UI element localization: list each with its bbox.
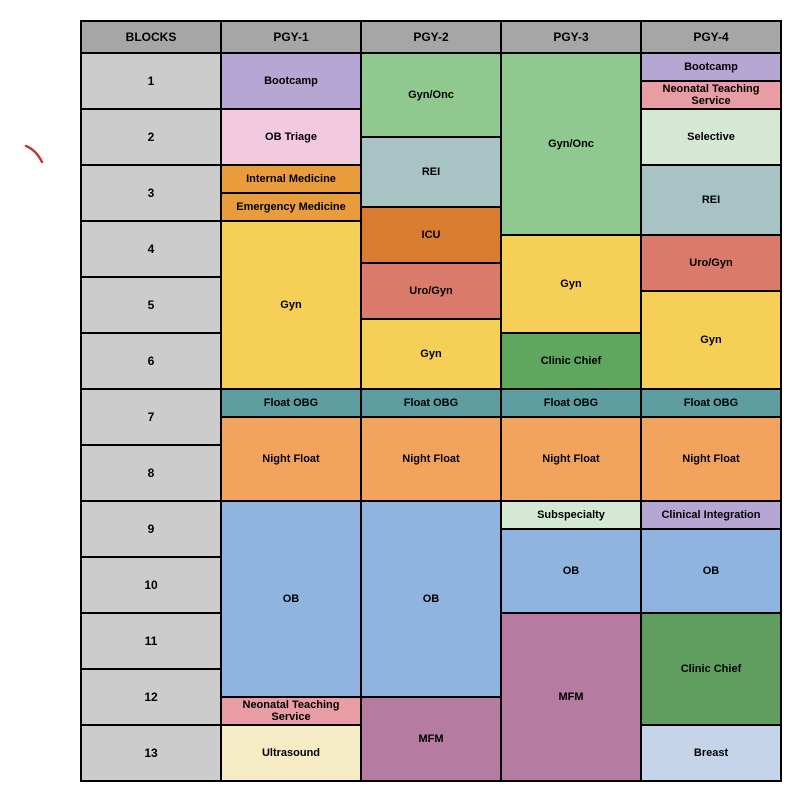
cell-ob-25: OB xyxy=(501,529,641,613)
block-label-8: 8 xyxy=(81,445,221,501)
cell-gyn-20: Gyn xyxy=(501,235,641,333)
cell-mfm-26: MFM xyxy=(501,613,641,781)
cell-uro-gyn-13: Uro/Gyn xyxy=(361,263,501,319)
cell-float-obg-15: Float OBG xyxy=(361,389,501,417)
cell-uro-gyn-31: Uro/Gyn xyxy=(641,235,781,291)
cell-clinic-chief-37: Clinic Chief xyxy=(641,613,781,725)
cell-neonatal-teaching-service-8: Neonatal Teaching Service xyxy=(221,697,361,725)
cell-float-obg-5: Float OBG xyxy=(221,389,361,417)
cell-rei-11: REI xyxy=(361,137,501,207)
cell-ob-triage-1: OB Triage xyxy=(221,109,361,165)
cell-gyn-onc-19: Gyn/Onc xyxy=(501,53,641,235)
cell-ultrasound-9: Ultrasound xyxy=(221,725,361,781)
block-label-7: 7 xyxy=(81,389,221,445)
header-pgy-3: PGY-3 xyxy=(501,21,641,53)
cell-breast-38: Breast xyxy=(641,725,781,781)
block-label-13: 13 xyxy=(81,725,221,781)
block-label-9: 9 xyxy=(81,501,221,557)
cell-bootcamp-0: Bootcamp xyxy=(221,53,361,109)
cell-night-float-6: Night Float xyxy=(221,417,361,501)
header-pgy-2: PGY-2 xyxy=(361,21,501,53)
block-label-4: 4 xyxy=(81,221,221,277)
cell-rei-30: REI xyxy=(641,165,781,235)
cell-night-float-16: Night Float xyxy=(361,417,501,501)
block-label-6: 6 xyxy=(81,333,221,389)
header-pgy-4: PGY-4 xyxy=(641,21,781,53)
schedule-table: BLOCKSPGY-1PGY-2PGY-3PGY-412345678910111… xyxy=(80,20,782,782)
cell-ob-36: OB xyxy=(641,529,781,613)
cell-gyn-4: Gyn xyxy=(221,221,361,389)
block-label-5: 5 xyxy=(81,277,221,333)
cell-emergency-medicine-3: Emergency Medicine xyxy=(221,193,361,221)
block-label-10: 10 xyxy=(81,557,221,613)
block-label-12: 12 xyxy=(81,669,221,725)
cell-internal-medicine-2: Internal Medicine xyxy=(221,165,361,193)
block-label-2: 2 xyxy=(81,109,221,165)
block-label-11: 11 xyxy=(81,613,221,669)
arrow-decoration xyxy=(20,20,80,175)
cell-gyn-onc-10: Gyn/Onc xyxy=(361,53,501,137)
cell-clinic-chief-21: Clinic Chief xyxy=(501,333,641,389)
cell-clinical-integration-35: Clinical Integration xyxy=(641,501,781,529)
cell-subspecialty-24: Subspecialty xyxy=(501,501,641,529)
cell-neonatal-teaching-service-28: Neonatal Teaching Service xyxy=(641,81,781,109)
cell-icu-12: ICU xyxy=(361,207,501,263)
cell-night-float-34: Night Float xyxy=(641,417,781,501)
cell-gyn-14: Gyn xyxy=(361,319,501,389)
block-label-3: 3 xyxy=(81,165,221,221)
cell-ob-17: OB xyxy=(361,501,501,697)
cell-mfm-18: MFM xyxy=(361,697,501,781)
cell-selective-29: Selective xyxy=(641,109,781,165)
header-blocks: BLOCKS xyxy=(81,21,221,53)
cell-gyn-32: Gyn xyxy=(641,291,781,389)
cell-bootcamp-27: Bootcamp xyxy=(641,53,781,81)
header-pgy-1: PGY-1 xyxy=(221,21,361,53)
cell-ob-7: OB xyxy=(221,501,361,697)
cell-night-float-23: Night Float xyxy=(501,417,641,501)
block-label-1: 1 xyxy=(81,53,221,109)
cell-float-obg-22: Float OBG xyxy=(501,389,641,417)
cell-float-obg-33: Float OBG xyxy=(641,389,781,417)
